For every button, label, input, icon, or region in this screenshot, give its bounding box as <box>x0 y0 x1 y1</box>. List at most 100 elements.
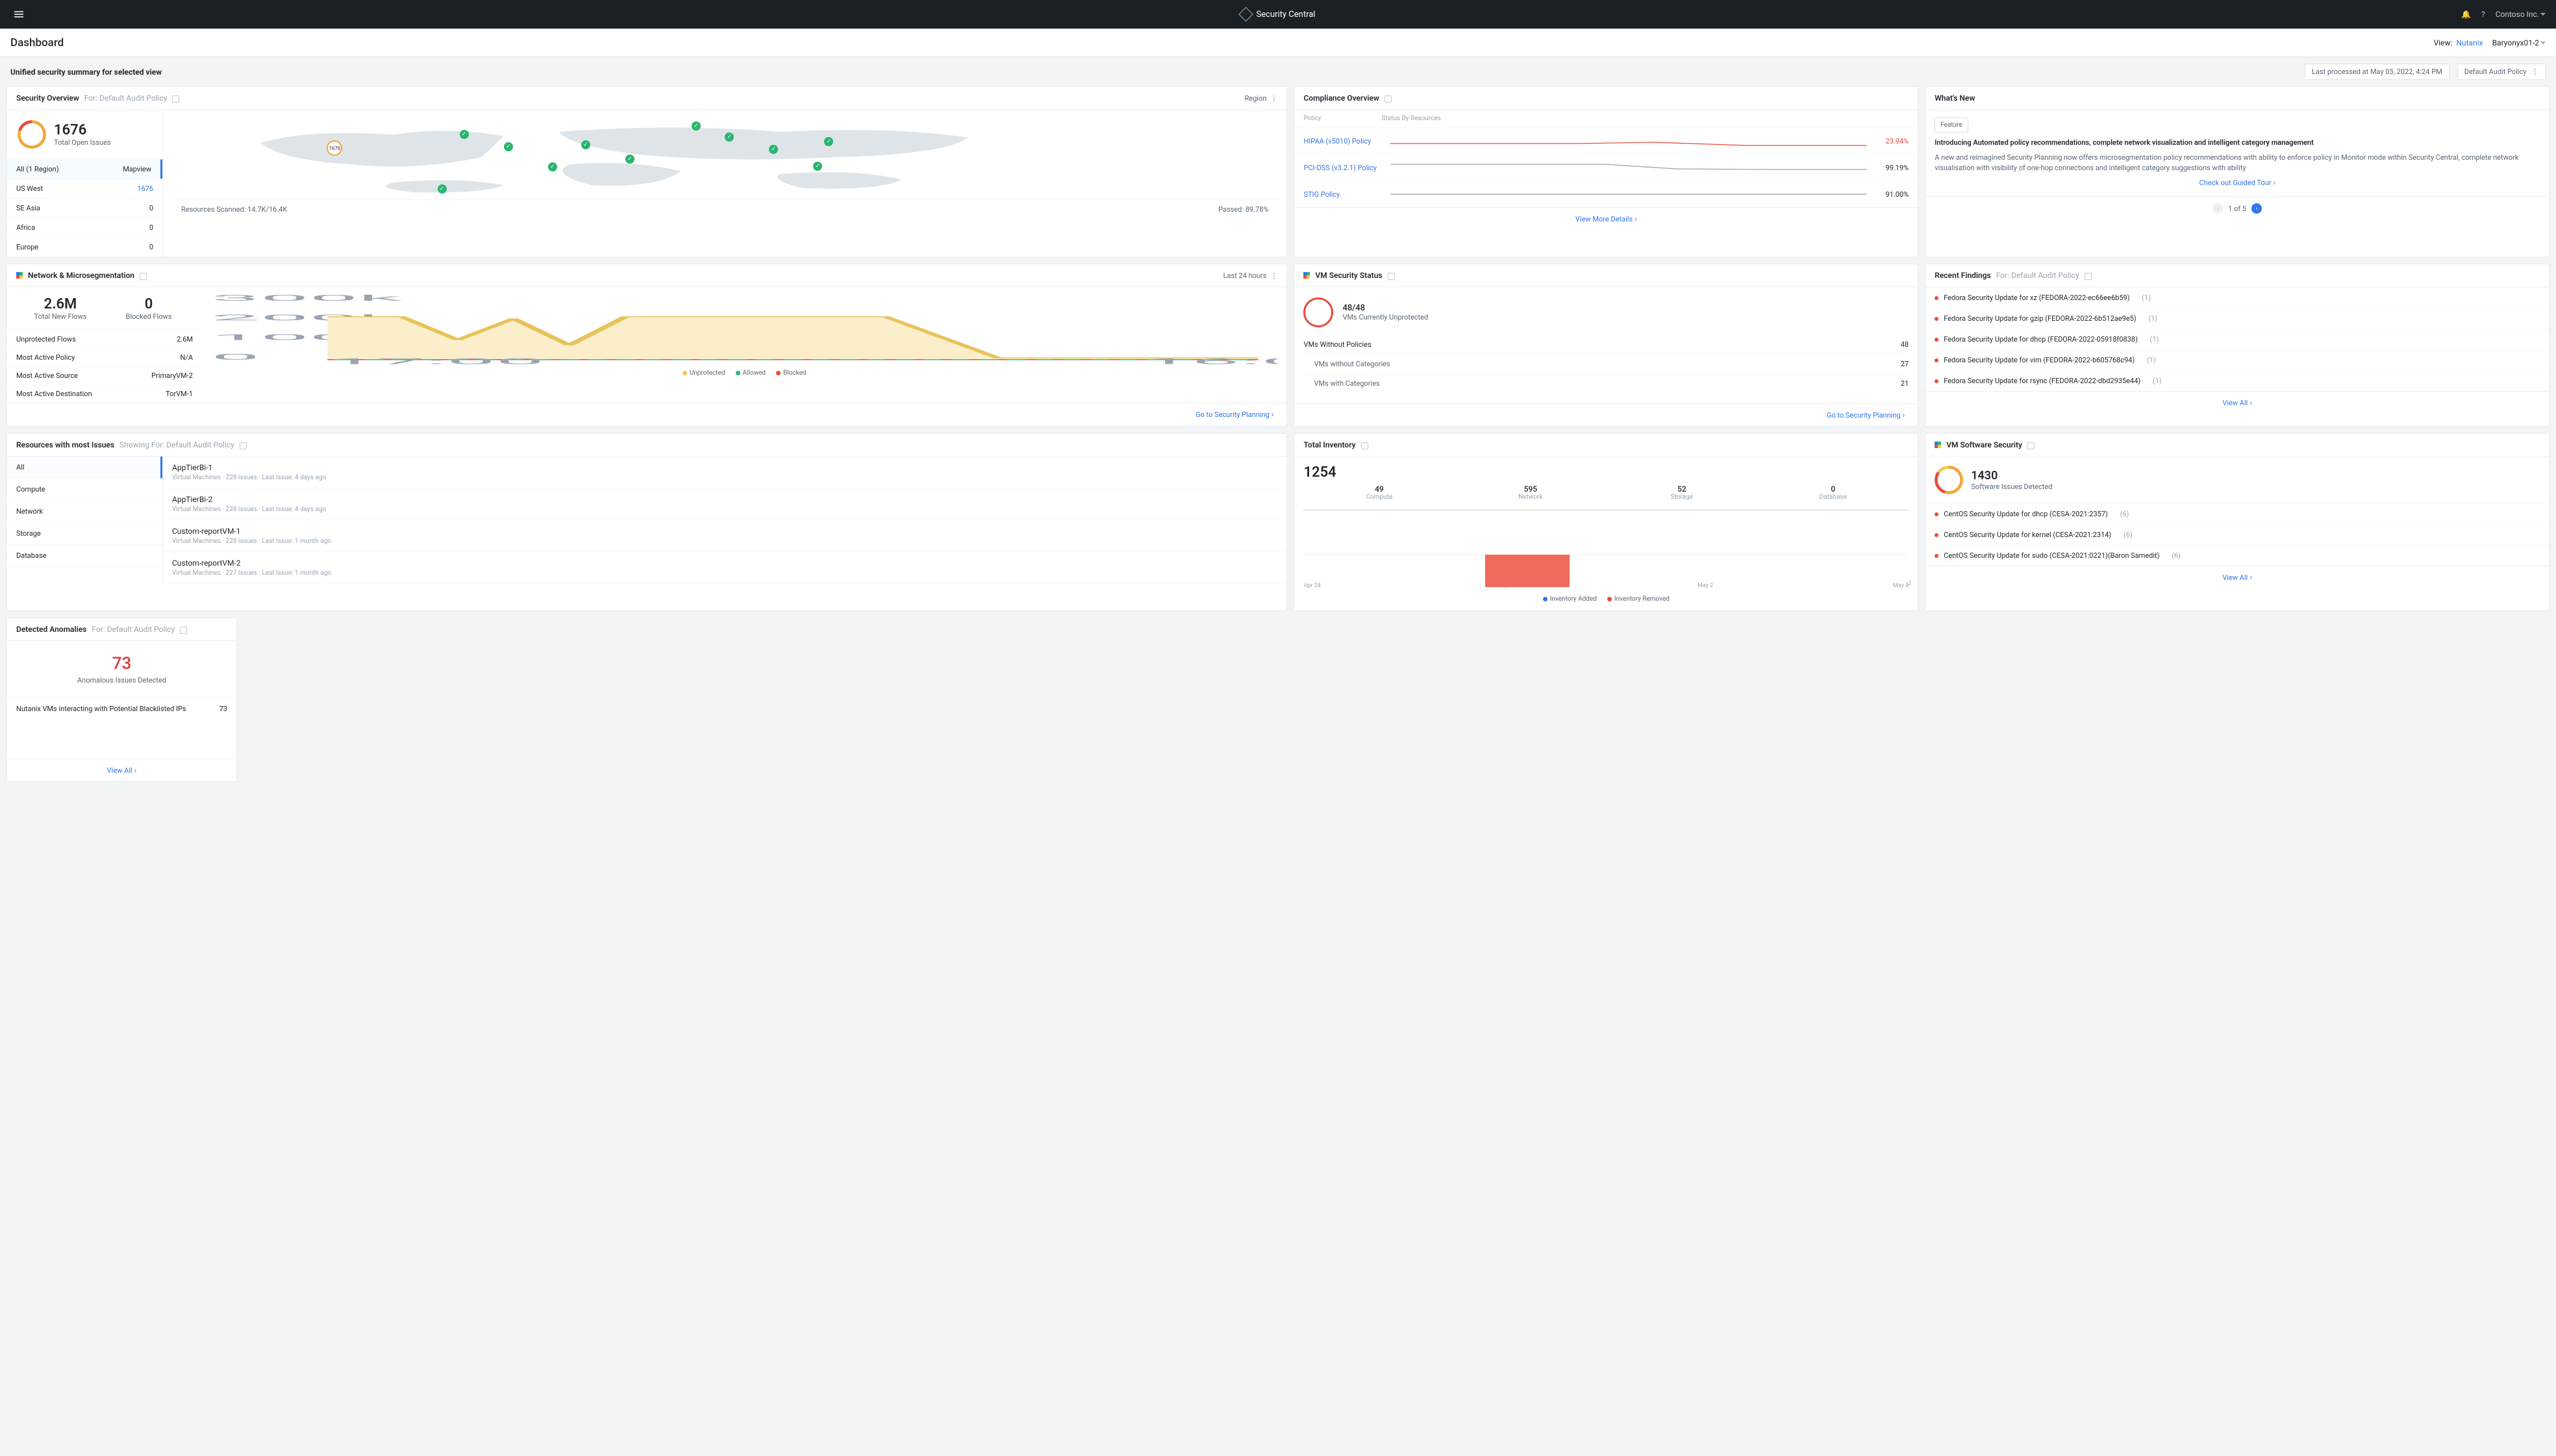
card-resources-most-issues: Resources with most Issues Showing For: … <box>6 433 1287 611</box>
view-more-link[interactable]: View More Details <box>1575 215 1633 223</box>
vm-icon <box>1303 272 1310 279</box>
card-title: Security Overview <box>16 94 79 103</box>
info-icon[interactable] <box>1361 442 1368 449</box>
card-title: VM Security Status <box>1315 271 1382 280</box>
card-recent-findings: Recent Findings For: Default Audit Polic… <box>1925 264 2550 427</box>
view-link[interactable]: Nutanix <box>2456 38 2483 47</box>
resource-item[interactable]: AppTierBi-2Virtual Machines · 228 Issues… <box>163 488 1286 520</box>
menu-icon[interactable] <box>10 6 27 23</box>
map-marker[interactable] <box>769 145 778 154</box>
finding-item[interactable]: Fedora Security Update for dhcp (FEDORA-… <box>1925 329 2549 349</box>
bell-icon[interactable]: 🔔 <box>2461 10 2471 19</box>
view-selector[interactable]: Baryonyx01-2 <box>2492 38 2546 47</box>
finding-item[interactable]: Fedora Security Update for vim (FEDORA-2… <box>1925 349 2549 370</box>
total-issues-value: 1676 <box>54 122 111 138</box>
region-row[interactable]: Africa0 <box>7 218 162 237</box>
card-subtitle: Showing For: Default Audit Policy <box>119 440 234 449</box>
resource-tab[interactable]: Database <box>7 545 162 567</box>
view-label: View: <box>2434 38 2453 47</box>
card-total-inventory: Total Inventory 1254 49Compute595Network… <box>1294 433 1918 611</box>
card-title: VM Software Security <box>1946 440 2022 449</box>
security-planning-link[interactable]: Go to Security Planning <box>1827 411 1901 420</box>
info-icon[interactable] <box>180 627 187 634</box>
map-marker[interactable] <box>813 162 822 171</box>
view-all-link[interactable]: View All <box>2222 573 2248 582</box>
region-selector[interactable]: Region <box>1245 94 1267 103</box>
card-security-overview: Security Overview For: Default Audit Pol… <box>6 86 1287 257</box>
info-icon[interactable] <box>2027 442 2035 449</box>
resource-item[interactable]: Custom-reportVM-2Virtual Machines · 227 … <box>163 552 1286 584</box>
subheader: Dashboard View: Nutanix Baryonyx01-2 <box>0 29 2556 57</box>
svg-text:300k: 300k <box>211 294 403 303</box>
info-icon[interactable] <box>2085 273 2092 280</box>
finding-item[interactable]: Fedora Security Update for xz (FEDORA-20… <box>1925 287 2549 308</box>
resource-item[interactable]: Custom-reportVM-1Virtual Machines · 228 … <box>163 520 1286 552</box>
world-map[interactable] <box>172 115 1277 199</box>
region-row[interactable]: All (1 Region)Mapview <box>7 159 162 179</box>
guided-tour-link[interactable]: Check out Guided Tour <box>2199 179 2272 187</box>
flows-chart: 300k200k100k0 17:0016:00 <box>211 294 1277 365</box>
finding-item[interactable]: Fedora Security Update for gzip (FEDORA-… <box>1925 308 2549 329</box>
map-marker[interactable] <box>548 162 557 171</box>
svg-text:0: 0 <box>211 352 260 362</box>
map-marker[interactable] <box>625 155 634 164</box>
security-planning-link[interactable]: Go to Security Planning <box>1196 410 1270 419</box>
software-icon <box>1935 442 1941 448</box>
svg-text:17:00: 17:00 <box>327 357 545 365</box>
whats-new-headline: Introducing Automated policy recommendat… <box>1935 138 2314 147</box>
vm-stat-row: VMs without Categories27 <box>1303 354 1909 373</box>
resource-tab[interactable]: All <box>7 457 162 479</box>
software-donut-chart <box>1935 466 1963 494</box>
region-row[interactable]: SE Asia0 <box>7 198 162 218</box>
anomalies-label: Anomalous Issues Detected <box>20 676 223 684</box>
vm-ring-chart <box>1303 297 1333 327</box>
summary-bar: Unified security summary for selected vi… <box>0 57 2556 86</box>
legend-added: Inventory Added <box>1543 596 1597 603</box>
resource-tab[interactable]: Network <box>7 501 162 523</box>
tenant-picker[interactable]: Contoso Inc. <box>2496 10 2546 19</box>
region-row[interactable]: US West1676 <box>7 179 162 198</box>
anomalies-count: 73 <box>20 654 223 673</box>
vm-unprotected-label: VMs Currently Unprotected <box>1342 313 1428 321</box>
info-icon[interactable] <box>140 273 147 280</box>
card-subtitle: For: Default Audit Policy <box>92 625 175 634</box>
policy-selector[interactable]: Default Audit Policy ⋮ <box>2457 64 2546 80</box>
pager-next-icon[interactable]: › <box>2251 203 2262 214</box>
topbar: Security Central 🔔 ? Contoso Inc. <box>0 0 2556 29</box>
network-stat-row: Most Active SourcePrimaryVM-2 <box>7 366 202 384</box>
view-all-link[interactable]: View All <box>107 766 132 775</box>
help-icon[interactable]: ? <box>2481 10 2485 19</box>
software-issues-label: Software Issues Detected <box>1971 483 2052 491</box>
view-all-link[interactable]: View All <box>2222 399 2248 407</box>
card-title: Detected Anomalies <box>16 625 86 634</box>
software-finding-item[interactable]: CentOS Security Update for sudo (CESA-20… <box>1925 545 2549 566</box>
resource-tab[interactable]: Compute <box>7 479 162 501</box>
svg-text:16:00: 16:00 <box>1142 357 1277 365</box>
map-marker[interactable] <box>504 142 513 151</box>
map-marker[interactable] <box>581 140 590 149</box>
region-row[interactable]: Europe0 <box>7 237 162 257</box>
map-marker[interactable] <box>460 130 469 139</box>
info-icon[interactable] <box>172 95 179 103</box>
col-policy: Policy <box>1303 115 1381 122</box>
network-stat-row: Most Active DestinationTorVM-1 <box>7 384 202 403</box>
software-finding-item[interactable]: CentOS Security Update for dhcp (CESA-20… <box>1925 503 2549 524</box>
inventory-y-right: -2 <box>1907 581 1912 587</box>
resource-item[interactable]: AppTierBi-1Virtual Machines · 228 Issues… <box>163 457 1286 488</box>
compliance-row[interactable]: PCI-DSS (v3.2.1) Policy99.19% <box>1294 154 1918 181</box>
pager-prev-icon[interactable]: ‹ <box>2212 203 2223 214</box>
info-icon[interactable] <box>240 442 247 449</box>
range-selector[interactable]: Last 24 hours <box>1223 271 1267 280</box>
app-title: Security Central <box>1257 10 1316 19</box>
finding-item[interactable]: Fedora Security Update for rsync (FEDORA… <box>1925 370 2549 391</box>
info-icon[interactable] <box>1384 95 1392 103</box>
info-icon[interactable] <box>1388 273 1395 280</box>
software-finding-item[interactable]: CentOS Security Update for kernel (CESA-… <box>1925 524 2549 545</box>
compliance-row[interactable]: HIPAA (v5010) Policy23.94% <box>1294 127 1918 154</box>
map-marker[interactable] <box>438 184 447 194</box>
card-compliance-overview: Compliance Overview Policy Status By Res… <box>1294 86 1918 257</box>
compliance-row[interactable]: STIG Policy91.00% <box>1294 181 1918 207</box>
anomaly-row[interactable]: Nutanix VMs interacting with Potential B… <box>7 697 236 720</box>
pager-text: 1 of 5 <box>2228 205 2246 213</box>
resource-tab[interactable]: Storage <box>7 523 162 545</box>
